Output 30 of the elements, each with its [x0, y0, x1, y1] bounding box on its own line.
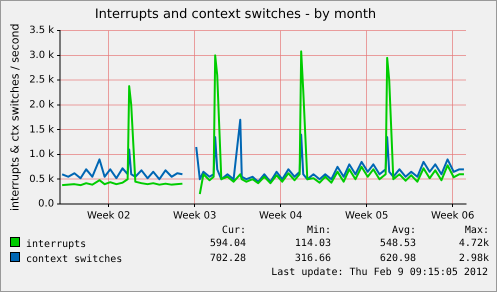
chart-title: Interrupts and context switches - by month: [94, 7, 376, 22]
text: Last update: Thu Feb 9 09:15:05 2012: [270, 266, 489, 279]
y-tick-label: 3.0 k: [29, 50, 54, 61]
text: Min:: [306, 225, 332, 236]
text: 4.72k: [458, 237, 489, 251]
text: Avg:: [390, 225, 416, 236]
y-tick-label: 0.0: [38, 198, 54, 210]
x-tick-label: Week 04: [259, 210, 302, 222]
y-tick-label: 2.0 k: [29, 100, 54, 111]
y-tick-label: 2.5 k: [29, 74, 54, 86]
text: Cur:: [220, 225, 246, 236]
y-tick-label: 1.0 k: [29, 149, 54, 160]
text: 316.66: [294, 252, 332, 266]
x-tick-label: Week 02: [87, 210, 130, 222]
text: 702.28: [208, 252, 246, 266]
x-tick-label: Week 03: [173, 210, 216, 222]
x-tick-label: Week 06: [431, 210, 474, 222]
y-tick-label: 3.5 k: [29, 25, 54, 36]
x-tick-label: Week 05: [345, 210, 388, 222]
text: 620.98: [378, 252, 416, 266]
y-tick-label: 1.5 k: [29, 124, 54, 136]
legend-label: context switches: [26, 254, 122, 265]
text: 594.04: [208, 237, 246, 251]
legend-label: interrupts: [26, 239, 86, 250]
text: 2.98k: [458, 252, 489, 266]
text: Max:: [464, 225, 489, 236]
y-tick-label: 0.5 k: [29, 174, 54, 185]
text: 548.53: [378, 237, 416, 251]
text: 114.03: [294, 237, 332, 251]
y-axis-title: interrupts & ctx switches / second: [8, 24, 22, 212]
